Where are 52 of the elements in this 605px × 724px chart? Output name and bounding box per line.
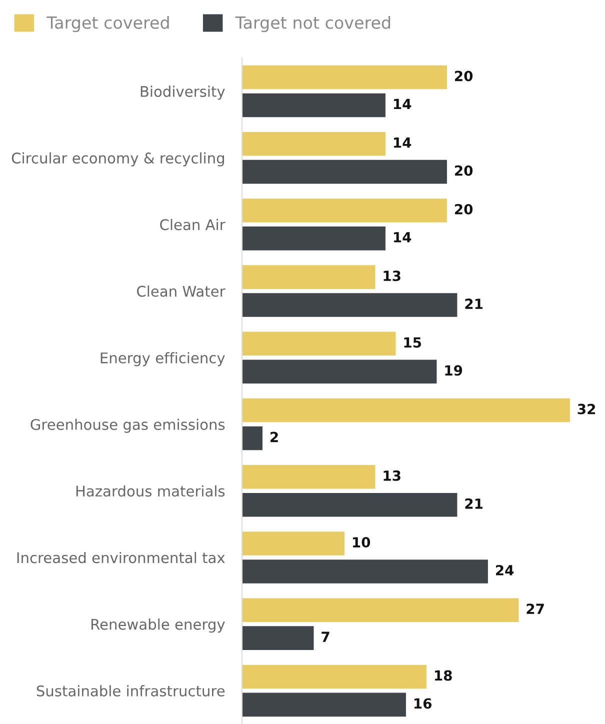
data-label: 13 — [384, 270, 400, 282]
data-label: 10 — [352, 537, 370, 548]
data-label: 20 — [455, 204, 473, 214]
legend-label: Target not covered — [235, 16, 390, 32]
y-tick-label: Energy efficiency — [100, 352, 225, 366]
bar — [242, 532, 344, 556]
data-label: 14 — [394, 232, 412, 242]
bar — [242, 492, 458, 517]
y-tick-label: Greenhouse gas emissions — [30, 418, 225, 433]
y-tick-label: Biodiversity — [140, 86, 225, 100]
y-tick-label: Renewable energy — [92, 618, 225, 633]
data-label: 2 — [270, 432, 278, 442]
data-label: 13 — [384, 470, 400, 481]
bar — [242, 198, 447, 222]
y-tick-label: Clean Air — [160, 218, 226, 230]
bar — [242, 426, 262, 450]
bar — [242, 160, 447, 184]
data-label: 24 — [496, 564, 514, 576]
data-label: 14 — [394, 138, 412, 148]
bar — [242, 293, 458, 317]
data-label: 27 — [526, 604, 544, 614]
data-label: 32 — [578, 404, 596, 414]
bar — [242, 464, 376, 489]
data-label: 19 — [445, 365, 462, 376]
bar — [242, 265, 376, 289]
bar — [242, 598, 519, 622]
bar — [242, 664, 426, 689]
bar — [242, 398, 570, 422]
bar — [242, 626, 314, 650]
y-tick-label: Sustainable infrastructure — [36, 685, 225, 696]
bar — [242, 360, 437, 384]
bar — [242, 65, 447, 90]
data-label: 15 — [404, 337, 422, 348]
y-tick-label: Increased environmental tax — [17, 552, 225, 564]
legend-label: Target covered — [46, 16, 169, 32]
data-label: 14 — [394, 98, 412, 110]
bar — [242, 93, 386, 118]
data-label: 20 — [455, 165, 473, 176]
bar — [242, 560, 488, 584]
data-label: 21 — [465, 298, 483, 309]
bar — [242, 692, 406, 717]
data-label: 20 — [455, 70, 473, 82]
y-tick-label: Circular economy & recycling — [12, 152, 224, 166]
bar — [242, 132, 386, 156]
y-tick-label: Clean Water — [137, 286, 226, 297]
data-label: 7 — [322, 632, 330, 642]
y-tick-label: Hazardous materials — [76, 485, 225, 497]
bar — [242, 332, 396, 356]
data-label: 21 — [465, 498, 483, 509]
data-label: 16 — [414, 698, 432, 709]
bar — [242, 226, 386, 250]
data-label: 18 — [434, 670, 452, 681]
